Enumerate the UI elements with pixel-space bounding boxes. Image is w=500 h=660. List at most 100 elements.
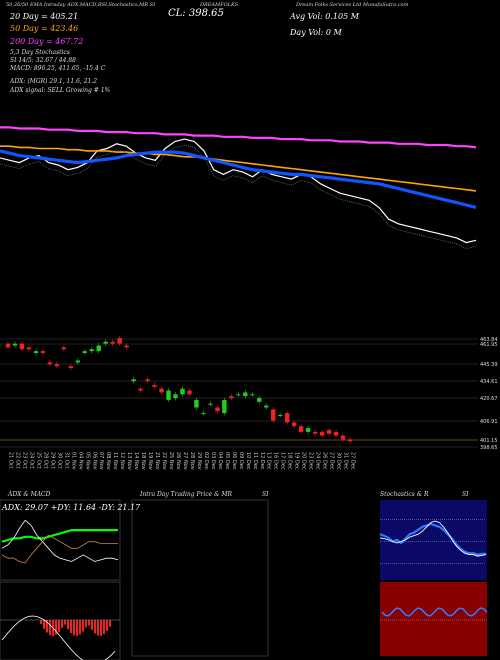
macd-bar (73, 620, 75, 636)
stoch-si-title: SI (462, 491, 469, 498)
date-label: 31 Oct (63, 452, 69, 469)
macd-bar (49, 620, 51, 636)
candle-body (333, 431, 339, 436)
moving-average-chart (0, 126, 477, 249)
date-label: 12 Nov (119, 452, 125, 470)
date-label: 29 Oct (49, 452, 55, 469)
date-label: 23 Oct (21, 452, 27, 469)
date-label: 28 Oct (42, 452, 48, 469)
macd-bar (103, 620, 105, 635)
ma-50-label: 50 Day = 423.46 (10, 24, 79, 33)
rsi-line (381, 607, 488, 617)
candle-body (236, 394, 241, 396)
candle-body (61, 347, 67, 350)
price-label: 434.61 (480, 379, 498, 385)
date-label: 25 Oct (35, 452, 41, 469)
macd-bar (46, 620, 48, 633)
date-label: 05 Dec (224, 452, 230, 470)
series-line-ema (0, 149, 477, 209)
candle-body (124, 345, 129, 348)
candle-body (298, 426, 304, 432)
macd-line (1, 615, 116, 660)
candle-body (312, 431, 318, 434)
candle-body (180, 388, 185, 395)
macd-bar (94, 620, 96, 634)
date-label: 06 Dec (231, 452, 237, 470)
adx-macd-title: ADX & MACD (8, 491, 51, 498)
macd-bar (76, 620, 78, 636)
macd-bar (70, 620, 72, 634)
macd-bar (58, 620, 60, 633)
close-price: CL: 398.65 (168, 8, 224, 19)
macd-bar (91, 620, 93, 630)
candle-body (89, 349, 94, 352)
macd-bar (55, 620, 57, 635)
candle-body (5, 343, 11, 348)
candle-body (47, 362, 53, 365)
chart-subtitle: 50,26/50 EMA Intraday ADX,MACD,RSI,Stoch… (6, 2, 156, 8)
price-label: 398.65 (480, 445, 498, 451)
date-label: 27 Nov (182, 452, 188, 470)
candle-body (208, 403, 213, 405)
price-label: 406.91 (480, 419, 498, 425)
adx-readout: ADX: 29.07 +DY: 11.64 -DY: 21.17 (2, 503, 141, 512)
day-volume: Day Vol: 0 M (290, 28, 342, 37)
candle-body (291, 422, 297, 427)
date-label: 12 Dec (259, 452, 265, 470)
company-name: Dream Folks Services Ltd MunafaSutra.com (296, 2, 409, 8)
macd-bar (40, 620, 42, 624)
date-label: 26 Nov (175, 452, 181, 470)
series-line-200-day (0, 126, 477, 149)
candle-body (138, 388, 143, 391)
candle-body (284, 413, 290, 423)
adx-label: ADX: (MGR) 29.1, 11.6, 21.2 (10, 78, 98, 85)
candle-body (103, 341, 108, 344)
candle-body (152, 384, 157, 387)
ticker-label: DREAMFOLKS (200, 2, 239, 8)
date-label: 27 Dec (329, 452, 335, 470)
date-label: 28 Nov (189, 452, 195, 470)
date-label: 13 Nov (126, 452, 132, 470)
date-label: 27 Dec (350, 452, 356, 470)
mrsi-title: SI (262, 491, 269, 498)
macd-bar (100, 620, 102, 636)
candle-body (12, 343, 18, 346)
date-label: 23 Dec (308, 452, 314, 470)
stoch-label: 5,3 Day Stochastics (10, 49, 70, 56)
series-line-20-day (0, 138, 477, 244)
candle-body (250, 394, 255, 396)
date-label: 24 Dec (315, 452, 321, 470)
candle-body (215, 407, 220, 412)
candle-body (187, 390, 192, 395)
candle-body (340, 435, 346, 440)
macd-bar (97, 620, 99, 636)
candle-body (145, 379, 150, 382)
candle-body (257, 398, 262, 402)
candle-body (131, 379, 136, 382)
date-label: 14 Nov (133, 452, 139, 470)
candle-body (194, 399, 199, 408)
intraday-panel (131, 499, 269, 657)
candle-body (319, 431, 325, 436)
date-label: 13 Dec (266, 452, 272, 470)
candle-body (110, 341, 115, 344)
candle-body (278, 414, 283, 416)
candle-body (19, 343, 25, 350)
date-label: 29 Nov (196, 452, 202, 470)
macd-bar (79, 620, 81, 635)
macd-bar (106, 620, 108, 632)
candle-body (271, 409, 276, 421)
macd-label: MACD: 896.25, 411.65, -15.4 C (10, 65, 106, 72)
date-label: 08 Nov (105, 452, 111, 470)
candle-body (82, 351, 87, 354)
series-line-shadow (0, 144, 477, 249)
date-label: 04 Nov (77, 452, 83, 470)
avg-volume: Avg Vol: 0.105 M (290, 12, 359, 21)
date-label: 07 Nov (98, 452, 104, 470)
candle-body (173, 394, 178, 399)
date-label: 06 Nov (91, 452, 97, 470)
candle-body (243, 392, 248, 397)
intraday-title: Intra Day Trading Price & MR (140, 491, 233, 498)
candle-body (264, 405, 269, 408)
